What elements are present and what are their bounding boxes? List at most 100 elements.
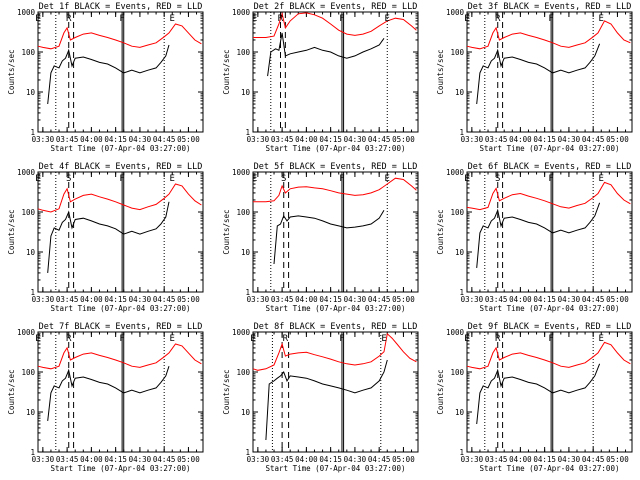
x-tick-label: 05:00 bbox=[392, 295, 415, 304]
x-tick-label: 03:30 bbox=[247, 455, 270, 464]
event-marker-label: E bbox=[252, 174, 257, 184]
x-tick-label: 03:30 bbox=[461, 455, 484, 464]
y-tick-label: 1000 bbox=[446, 168, 465, 177]
chart-panel: Det 5f BLACK = Events, RED = LLD 1 10 100 10… bbox=[222, 162, 419, 313]
chart-panel: Det 9f BLACK = Events, RED = LLD 1 10 100 10… bbox=[436, 322, 633, 473]
x-tick-label: 04:15 bbox=[319, 135, 342, 144]
x-tick-label: 05:00 bbox=[177, 455, 200, 464]
x-tick-label: 04:45 bbox=[153, 135, 176, 144]
chart-title: Det 6f BLACK = Events, RED = LLD bbox=[468, 162, 632, 172]
y-tick-label: 100 bbox=[21, 208, 35, 217]
x-axis-label: Start Time (07-Apr-04 03:27:00) bbox=[480, 144, 620, 153]
plot-frame bbox=[466, 171, 633, 293]
x-tick-label: 04:45 bbox=[582, 135, 605, 144]
x-tick-label: 04:45 bbox=[153, 295, 176, 304]
y-tick-label: 100 bbox=[236, 208, 250, 217]
x-tick-label: 04:00 bbox=[80, 135, 103, 144]
x-tick-label: 04:45 bbox=[368, 135, 391, 144]
y-tick-label: 1 bbox=[245, 448, 250, 457]
y-axis-label: Counts/sec bbox=[7, 49, 16, 94]
x-tick-label: 04:45 bbox=[368, 455, 391, 464]
x-axis-label: Start Time (07-Apr-04 03:27:00) bbox=[266, 304, 406, 313]
events-series-line bbox=[47, 44, 170, 105]
event-marker-label: F bbox=[548, 174, 553, 184]
y-axis-label: Counts/sec bbox=[436, 209, 445, 254]
y-tick-label: 100 bbox=[450, 368, 464, 377]
event-marker-label: E bbox=[464, 174, 469, 184]
event-marker-label: E bbox=[35, 174, 40, 184]
y-tick-label: 10 bbox=[241, 408, 251, 417]
events-series-line bbox=[267, 32, 385, 77]
y-axis-label: Counts/sec bbox=[7, 369, 16, 414]
x-tick-label: 03:30 bbox=[247, 135, 270, 144]
y-axis-label: Counts/sec bbox=[436, 369, 445, 414]
x-tick-label: 03:30 bbox=[32, 295, 55, 304]
event-marker-label: S bbox=[281, 174, 286, 184]
x-axis-label: Start Time (07-Apr-04 03:27:00) bbox=[480, 304, 620, 313]
x-tick-label: 03:45 bbox=[271, 455, 294, 464]
x-tick-label: 04:00 bbox=[509, 295, 532, 304]
x-tick-label: 03:30 bbox=[461, 295, 484, 304]
event-marker-label: F bbox=[548, 14, 553, 24]
y-tick-label: 10 bbox=[26, 88, 36, 97]
y-tick-label: 100 bbox=[236, 368, 250, 377]
x-tick-label: 04:30 bbox=[129, 455, 152, 464]
y-axis-label: Counts/sec bbox=[222, 49, 231, 94]
x-tick-label: 03:45 bbox=[485, 295, 508, 304]
lld-series-line bbox=[253, 11, 417, 38]
y-axis-label: Counts/sec bbox=[7, 209, 16, 254]
event-marker-label: E bbox=[35, 14, 40, 24]
x-tick-label: 04:15 bbox=[104, 295, 127, 304]
event-marker-label: R bbox=[283, 334, 289, 344]
x-tick-label: 04:45 bbox=[368, 295, 391, 304]
y-tick-label: 100 bbox=[236, 48, 250, 57]
y-axis-label: Counts/sec bbox=[436, 49, 445, 94]
x-tick-label: 04:30 bbox=[129, 135, 152, 144]
x-tick-label: 03:45 bbox=[56, 455, 79, 464]
y-tick-label: 1 bbox=[30, 128, 35, 137]
y-tick-label: 1000 bbox=[17, 168, 36, 177]
x-axis-label: Start Time (07-Apr-04 03:27:00) bbox=[51, 464, 191, 473]
event-marker-label: E bbox=[464, 14, 469, 24]
event-marker-label: E bbox=[35, 334, 40, 344]
x-tick-label: 03:45 bbox=[56, 295, 79, 304]
x-tick-label: 03:45 bbox=[271, 135, 294, 144]
event-marker-label: R bbox=[495, 334, 501, 344]
lld-series-line bbox=[466, 341, 631, 370]
x-tick-label: 04:00 bbox=[509, 455, 532, 464]
chart-panel: Det 6f BLACK = Events, RED = LLD 1 10 100 10… bbox=[436, 162, 633, 313]
x-tick-label: 04:45 bbox=[582, 455, 605, 464]
y-tick-label: 1000 bbox=[232, 168, 251, 177]
plot-frame bbox=[466, 331, 633, 453]
x-axis-label: Start Time (07-Apr-04 03:27:00) bbox=[480, 464, 620, 473]
x-tick-label: 04:45 bbox=[582, 295, 605, 304]
plot-frame bbox=[37, 11, 204, 133]
event-marker-label: F bbox=[339, 174, 344, 184]
x-tick-label: 03:45 bbox=[485, 455, 508, 464]
x-tick-label: 05:00 bbox=[606, 455, 629, 464]
lld-series-line bbox=[37, 183, 202, 213]
chart-title: Det 5f BLACK = Events, RED = LLD bbox=[254, 162, 418, 172]
chart-panel: Det 2f BLACK = Events, RED = LLD 1 10 100 10… bbox=[222, 2, 419, 153]
chart-title: Det 9f BLACK = Events, RED = LLD bbox=[468, 322, 632, 332]
y-tick-label: 1 bbox=[245, 288, 250, 297]
x-tick-label: 04:30 bbox=[558, 455, 581, 464]
event-marker-label: E bbox=[170, 334, 175, 344]
event-marker-label: F bbox=[119, 174, 124, 184]
event-marker-label: R bbox=[495, 14, 501, 24]
x-tick-label: 04:30 bbox=[344, 295, 367, 304]
event-marker-label: R bbox=[278, 14, 284, 24]
y-tick-label: 100 bbox=[450, 208, 464, 217]
x-tick-label: 05:00 bbox=[392, 135, 415, 144]
x-tick-label: 04:15 bbox=[319, 455, 342, 464]
chart-panel: Det 1f BLACK = Events, RED = LLD 1 10 100 10… bbox=[7, 2, 204, 153]
x-tick-label: 04:00 bbox=[295, 455, 318, 464]
events-series-line bbox=[476, 43, 601, 105]
chart-title: Det 7f BLACK = Events, RED = LLD bbox=[39, 322, 203, 332]
event-marker-label: F bbox=[119, 334, 124, 344]
events-series-line bbox=[47, 201, 170, 273]
lld-series-line bbox=[37, 343, 202, 370]
y-tick-label: 1 bbox=[30, 448, 35, 457]
event-marker-label: E bbox=[385, 174, 390, 184]
